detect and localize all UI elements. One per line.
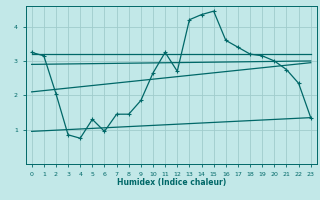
X-axis label: Humidex (Indice chaleur): Humidex (Indice chaleur) xyxy=(116,178,226,187)
